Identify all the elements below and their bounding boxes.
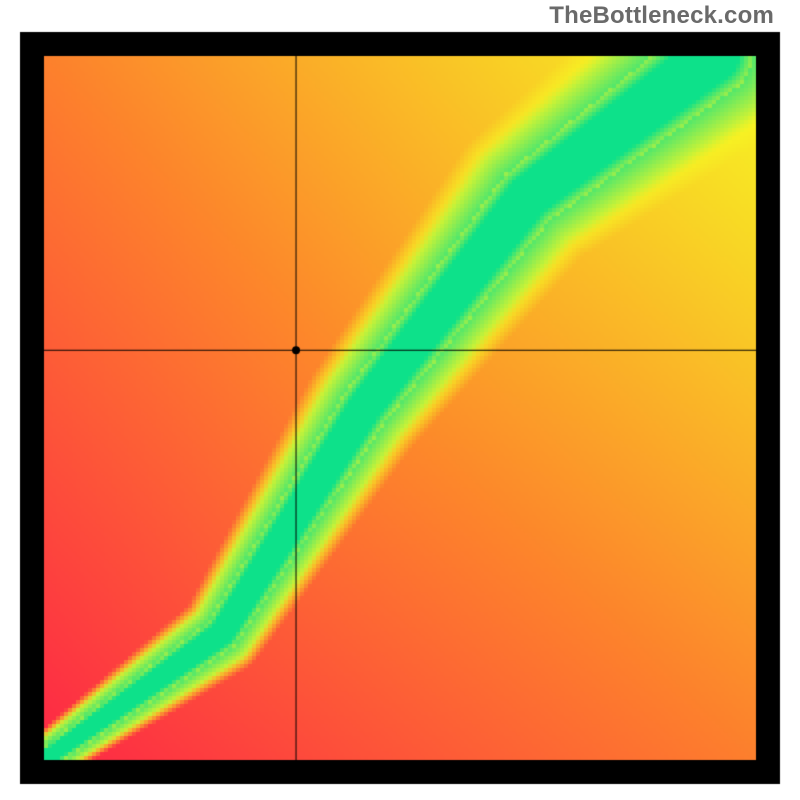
chart-container: TheBottleneck.com (0, 0, 800, 800)
watermark-label: TheBottleneck.com (549, 2, 774, 30)
bottleneck-heatmap (0, 0, 800, 800)
